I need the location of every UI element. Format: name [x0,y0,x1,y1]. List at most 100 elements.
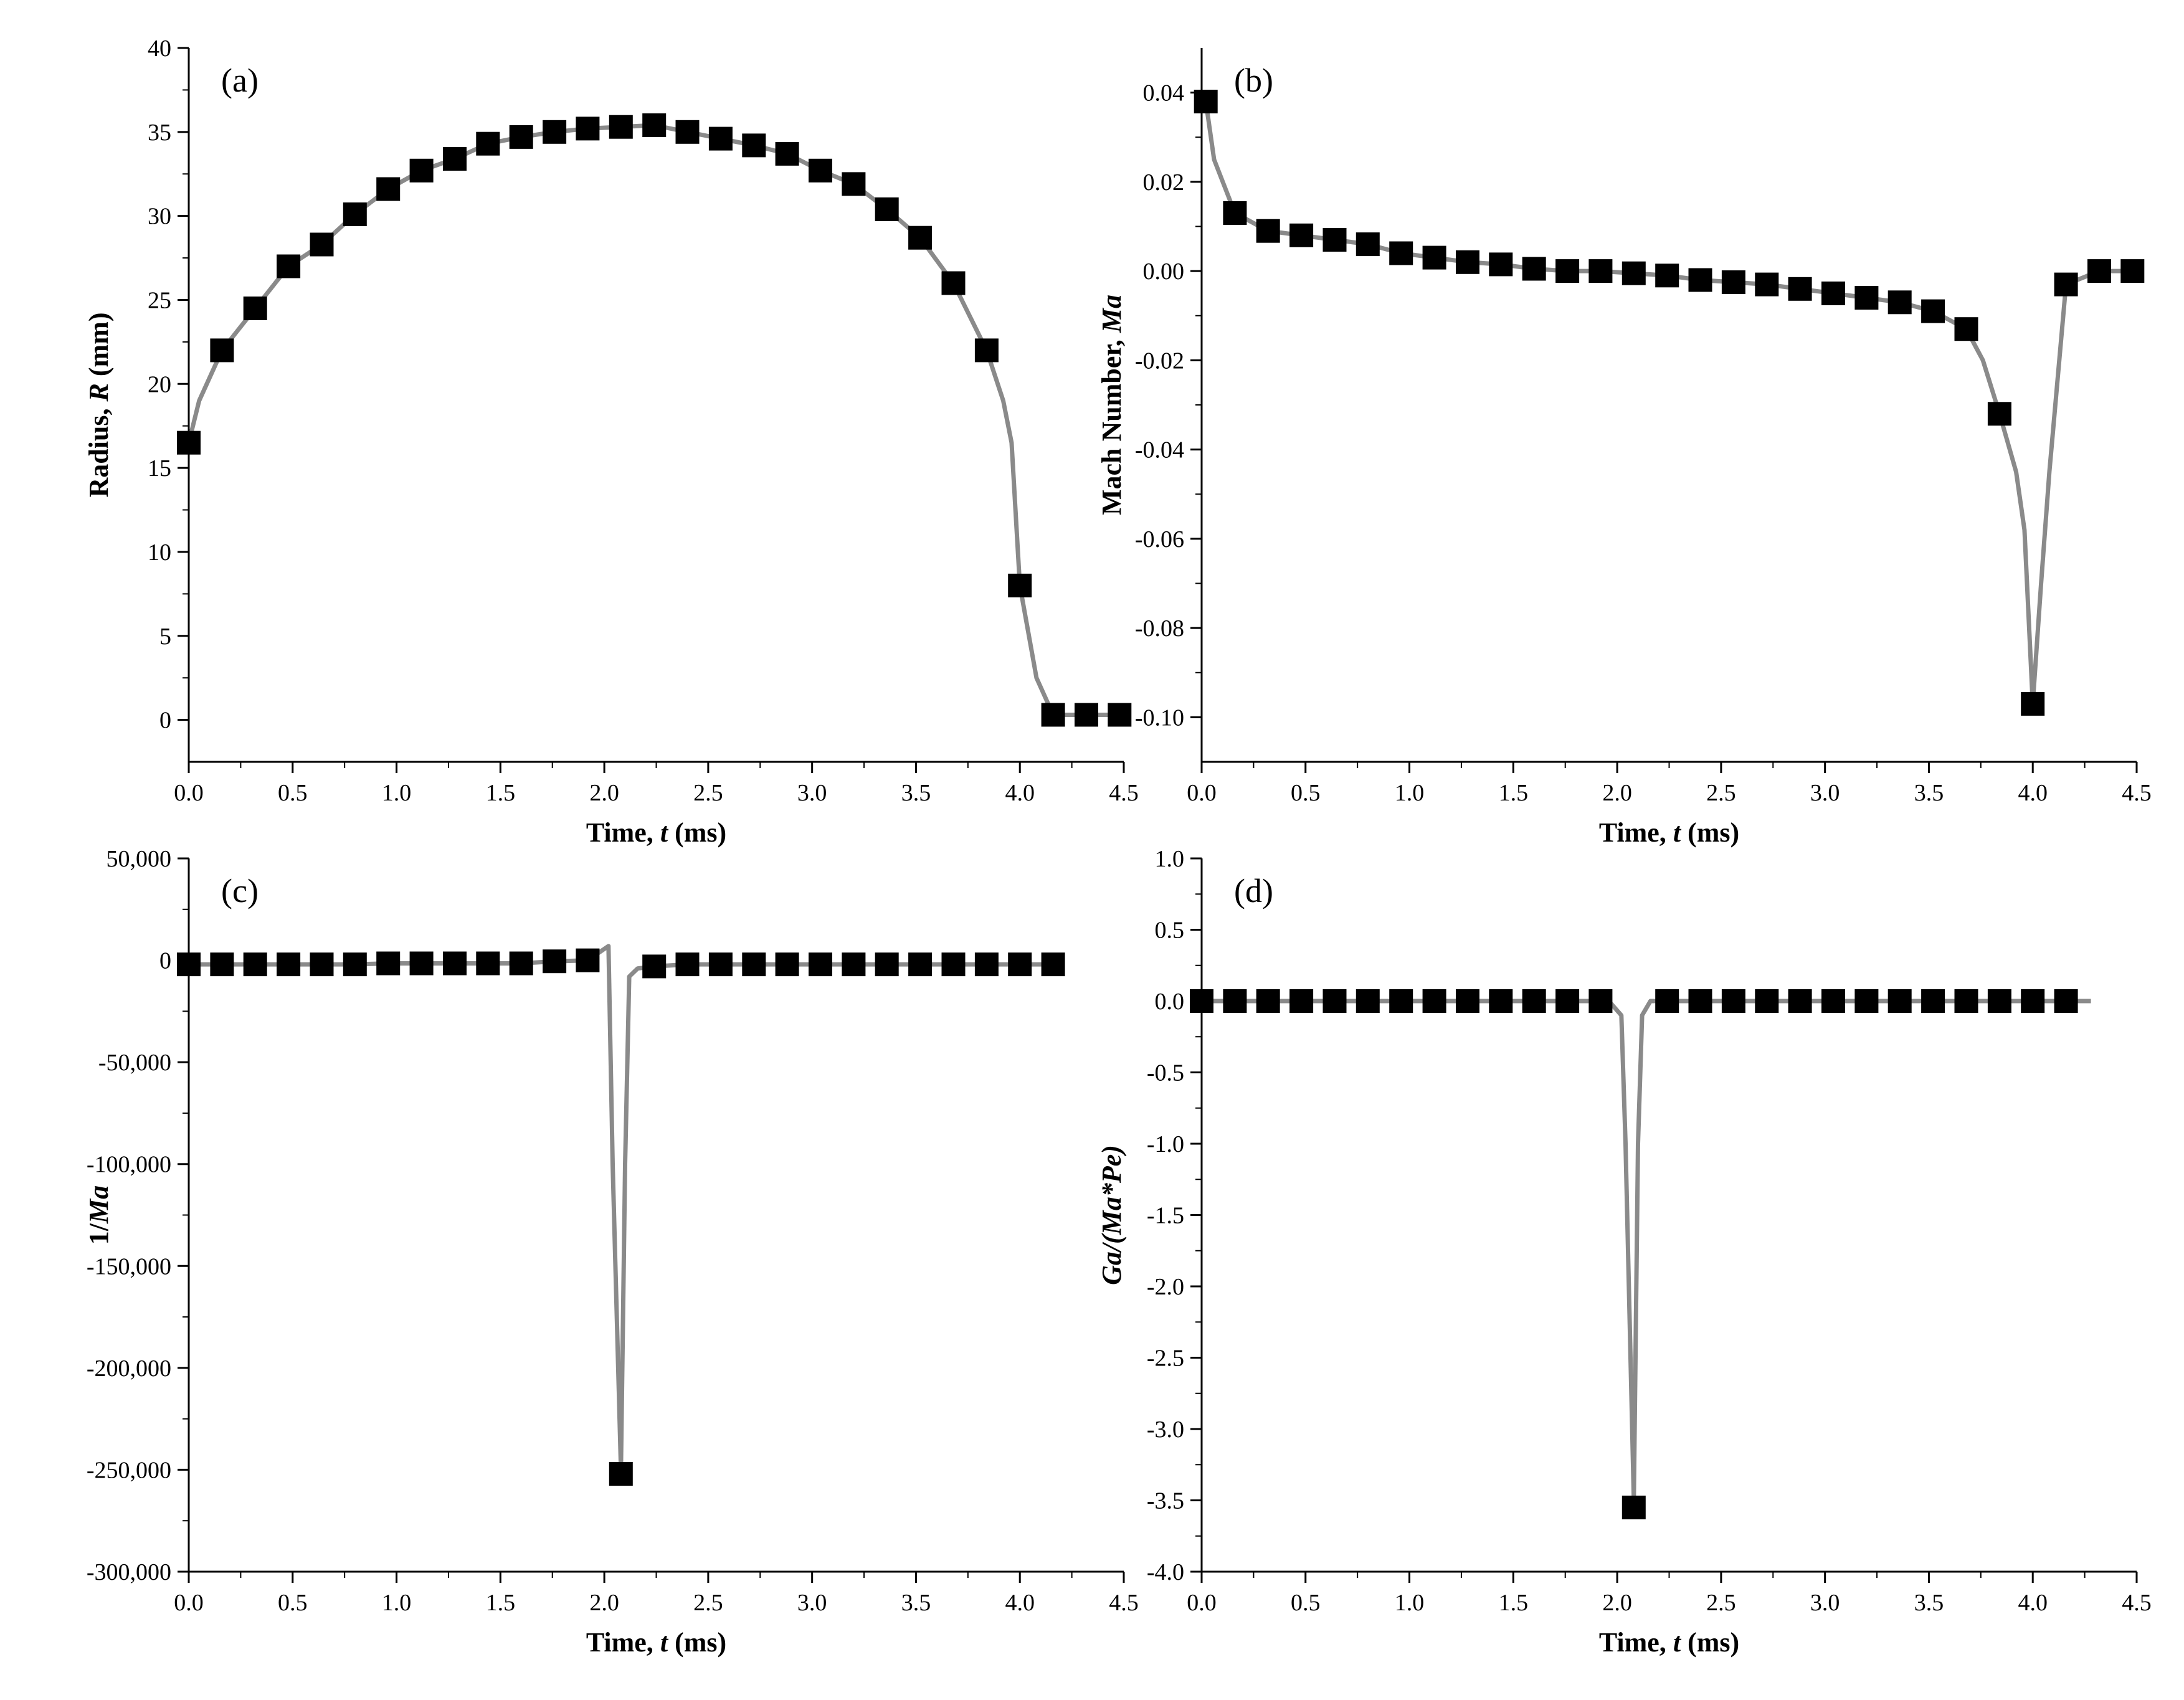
series-line [1202,999,2091,1503]
axis-title-part: (ms) [668,1627,726,1658]
y-tick-label: 0.5 [1155,918,1185,944]
y-tick-label: -1.5 [1147,1203,1184,1229]
y-tick-label: -0.08 [1135,615,1184,642]
data-point [974,338,999,363]
panel-d: 0.0 0.5 1.0 1.5 2.0 2.5 3.0 3.5 4.0 4.5 -4.0 -3.5 -3… [1096,846,2152,1658]
x-tick-label: 1.0 [382,1590,412,1616]
data-point [243,297,267,320]
data-point [642,113,667,137]
data-point [310,952,334,977]
data-point [1489,989,1513,1013]
data-point [1755,272,1779,297]
data-point [1223,989,1247,1013]
data-point [343,952,367,977]
panel-label: (d) [1234,872,1273,909]
y-tick-label: -2.0 [1147,1274,1184,1300]
data-point [543,949,567,974]
axis-title-part: Ga/(Ma*Pe) [1096,1145,1127,1285]
data-point [443,147,467,171]
data-point [543,120,567,144]
x-tick-label: 2.5 [1706,780,1736,806]
data-point [1456,989,1479,1013]
x-tick-label: 0.0 [174,780,204,806]
data-point [1422,245,1446,270]
y-axis-title: 1/Ma [83,1185,114,1245]
x-tick-label: 3.5 [901,780,931,806]
series-line [186,123,1120,717]
data-point [1108,703,1132,727]
axis-title-part: Ma [1096,295,1127,333]
data-point [875,952,899,977]
x-tick-label: 3.0 [797,1590,827,1616]
data-point [1190,989,1213,1013]
data-point [2120,259,2145,283]
data-point [1008,952,1032,977]
x-tick-label: 4.5 [1109,1590,1139,1616]
y-tick-label: 0.04 [1143,80,1185,107]
x-tick-label: 3.0 [1810,1590,1840,1616]
x-tick-label: 4.0 [1005,1590,1035,1616]
x-tick-label: 4.0 [2018,780,2048,806]
x-tick-label: 0.5 [1291,780,1321,806]
axis-title-part: Time, [1599,817,1673,848]
x-tick-label: 1.5 [486,1590,516,1616]
data-point [1588,259,1613,283]
data-point [1854,989,1879,1013]
data-point [277,254,301,278]
x-tick-label: 2.5 [693,780,723,806]
panel-label: (a) [221,62,259,99]
data-point [1356,232,1380,257]
series-line [189,944,1053,1472]
data-point [509,951,533,976]
x-tick-label: 4.0 [1005,780,1035,806]
data-point [343,202,367,226]
data-point [1256,989,1280,1013]
axis-title-part: Ma [83,1185,114,1224]
data-point [1588,989,1613,1013]
data-point [1821,281,1845,305]
y-tick-label: 5 [159,624,171,650]
data-point [1688,268,1712,292]
data-point [409,951,434,976]
data-point [1555,989,1580,1013]
data-point [2021,691,2045,716]
data-point [1075,703,1098,727]
panel-label: (c) [221,872,259,909]
data-point [310,232,334,257]
y-tick-label: 20 [148,371,171,397]
data-point [1954,317,1978,341]
data-point [210,338,234,363]
y-tick-label: 10 [148,539,171,566]
data-point [1887,290,1912,315]
data-point [1356,989,1380,1013]
y-tick-label: 25 [148,287,171,313]
x-tick-label: 2.5 [693,1590,723,1616]
x-tick-label: 1.0 [1395,780,1425,806]
x-tick-label: 4.0 [2018,1590,2048,1616]
y-tick-label: 15 [148,455,171,482]
y-tick-label: 40 [148,36,171,62]
data-point [1289,223,1314,247]
x-tick-label: 0.0 [1187,1590,1217,1616]
y-tick-label: -200,000 [87,1356,171,1382]
y-tick-label: -100,000 [87,1152,171,1178]
data-point [1655,989,1679,1013]
x-axis-title: Time, t (ms) [1599,1627,1739,1658]
x-tick-label: 4.5 [1109,780,1139,806]
data-point [443,951,467,976]
data-point [1755,989,1779,1013]
x-tick-label: 3.5 [1914,1590,1944,1616]
data-point [1987,402,2011,426]
data-point [1821,989,1845,1013]
data-point [1389,241,1413,265]
y-tick-label: 0 [159,708,171,734]
y-tick-label: -0.5 [1147,1060,1184,1086]
data-point [708,952,733,977]
data-point [1621,261,1646,285]
x-tick-label: 1.0 [382,780,412,806]
data-point [243,952,267,977]
x-tick-label: 1.5 [1499,1590,1529,1616]
x-tick-label: 1.0 [1395,1590,1425,1616]
x-tick-label: 2.5 [1706,1590,1736,1616]
